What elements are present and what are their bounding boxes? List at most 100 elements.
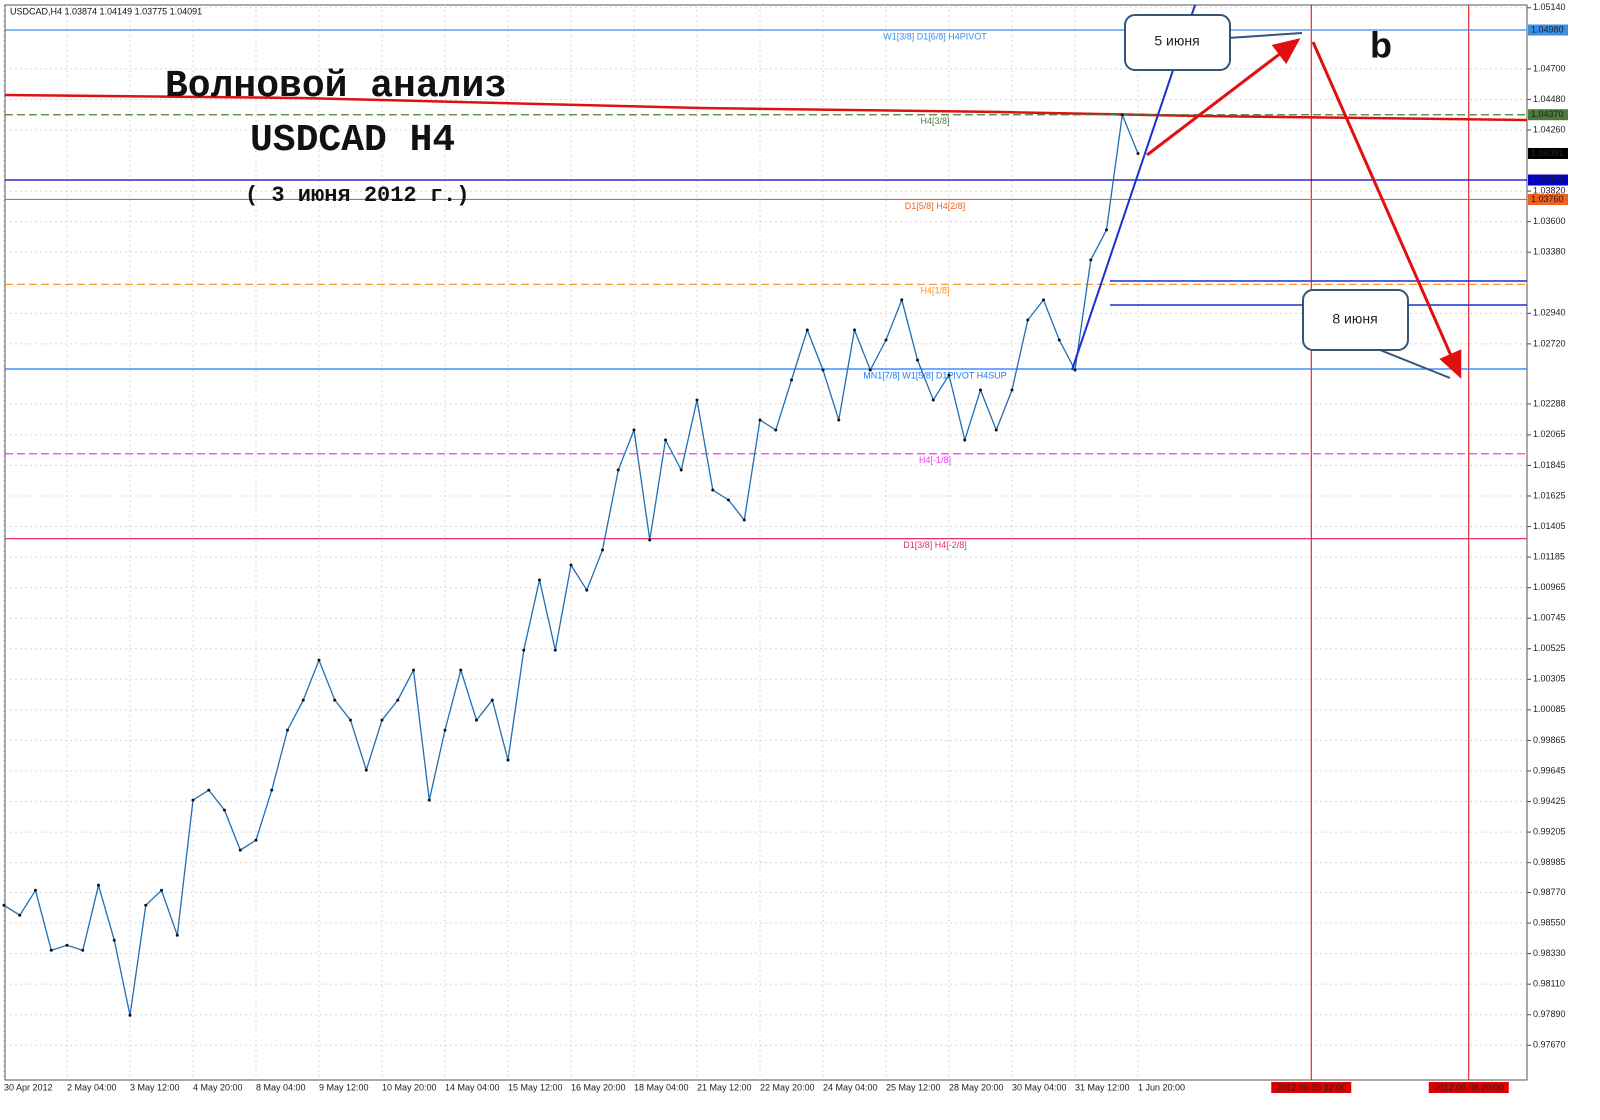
forecast-arrow: [1311, 41, 1462, 379]
y-tick-label: 1.02720: [1533, 338, 1566, 348]
x-tick-label: 3 May 12:00: [130, 1082, 180, 1092]
y-tick-label: 1.02065: [1533, 429, 1566, 439]
y-tick-label: 1.04700: [1533, 63, 1566, 73]
y-tick-label: 0.98330: [1533, 948, 1566, 958]
level-price: 1.03760: [1531, 194, 1564, 204]
y-tick-label: 1.01845: [1533, 460, 1566, 470]
price-point: [301, 698, 305, 702]
wave-label: b: [1370, 25, 1392, 66]
price-point: [34, 888, 37, 892]
price-point: [695, 398, 699, 402]
x-tick-label: 21 May 12:00: [697, 1082, 752, 1092]
price-point: [632, 428, 636, 432]
price-point: [349, 718, 352, 722]
price-point: [49, 948, 53, 952]
y-tick-label: 1.01405: [1533, 521, 1566, 531]
price-point: [396, 698, 400, 702]
price-point: [427, 798, 431, 802]
price-point: [317, 658, 321, 662]
price-point: [711, 488, 715, 492]
price-point: [963, 438, 967, 442]
level-name: MN1[7/8] W1[5/8] D1PIVOT H4SUP: [863, 370, 1006, 380]
level-price-bg: [1528, 24, 1568, 36]
level-price-bg: [1528, 174, 1568, 186]
level-name: H4[1/8]: [920, 286, 949, 296]
price-point: [916, 358, 919, 362]
callout-pointer: [1227, 32, 1303, 39]
price-point: [490, 698, 494, 702]
price-point: [585, 588, 589, 592]
y-tick-label: 1.04260: [1533, 124, 1566, 134]
price-point: [364, 768, 368, 772]
price-point: [1136, 151, 1140, 155]
price-point: [412, 668, 415, 672]
y-tick-label: 0.98110: [1533, 979, 1565, 989]
price-point: [601, 548, 604, 552]
price-point: [900, 298, 904, 302]
x-tick-label: 2012.06.05 12:00: [1276, 1082, 1346, 1092]
price-point: [947, 373, 951, 377]
price-point: [679, 468, 683, 472]
last-price-bg: [1528, 147, 1568, 159]
y-tick-label: 1.03600: [1533, 216, 1566, 226]
level-name: D1[3/8] H4[-2/8]: [903, 540, 967, 550]
price-point: [1089, 258, 1093, 262]
price-point: [837, 418, 841, 422]
price-point: [868, 368, 872, 372]
y-tick-label: 1.01185: [1533, 551, 1565, 561]
forecast-arrow: [1146, 38, 1301, 157]
x-tick-label-bg: [1428, 1082, 1509, 1093]
moving-average: [4, 93, 1528, 122]
chart-title: Волновой анализ: [165, 65, 507, 108]
price-point: [727, 498, 730, 502]
price-point: [853, 328, 856, 332]
price-point: [333, 698, 337, 702]
price-point: [553, 648, 557, 652]
y-tick-label: 1.01625: [1533, 490, 1566, 500]
price-point: [884, 338, 888, 342]
y-tick-label: 1.04480: [1533, 94, 1566, 104]
plot-frame: [4, 4, 1528, 1081]
level-price: 1.03900: [1531, 174, 1564, 184]
price-point: [270, 788, 274, 792]
price-point: [994, 428, 998, 432]
price-point: [569, 563, 573, 567]
price-point: [1105, 228, 1108, 232]
price-point: [522, 648, 526, 652]
last-price: 1.04091: [1531, 148, 1564, 158]
callout-pointer: [1374, 347, 1451, 379]
price-point: [742, 518, 746, 522]
y-tick-label: 1.03380: [1533, 247, 1566, 257]
level-price: 1.04980: [1531, 24, 1564, 34]
price-point: [774, 428, 778, 432]
y-tick-label: 1.00525: [1533, 643, 1566, 653]
callout-box: [1302, 289, 1409, 351]
price-point: [664, 438, 667, 442]
price-point: [97, 883, 100, 887]
price-point: [207, 788, 211, 792]
price-point: [506, 758, 510, 762]
x-tick-label: 1 Jun 20:00: [1138, 1082, 1185, 1092]
level-name: D1[5/8] H4[2/8]: [905, 201, 966, 211]
price-point: [758, 418, 762, 422]
price-point: [238, 848, 242, 852]
level-price: 1.04370: [1531, 109, 1564, 119]
x-tick-label: 8 May 04:00: [256, 1082, 306, 1092]
y-tick-label: 0.97670: [1533, 1040, 1566, 1050]
price-point: [380, 718, 384, 722]
x-tick-label: 18 May 04:00: [634, 1082, 689, 1092]
price-point: [112, 938, 116, 942]
y-tick-label: 0.99645: [1533, 765, 1566, 775]
symbol-info: USDCAD,H4 1.03874 1.04149 1.03775 1.0409…: [10, 6, 202, 16]
x-tick-label: 2 May 04:00: [67, 1082, 117, 1092]
y-tick-label: 0.99425: [1533, 796, 1566, 806]
price-point: [175, 933, 179, 937]
callout-text: 8 июня: [1332, 311, 1377, 327]
price-point: [1073, 368, 1077, 372]
price-point: [931, 398, 935, 402]
price-point: [160, 888, 163, 892]
chart-subtitle: USDCAD H4: [250, 119, 455, 162]
price-point: [81, 948, 85, 952]
y-tick-label: 0.99865: [1533, 735, 1566, 745]
